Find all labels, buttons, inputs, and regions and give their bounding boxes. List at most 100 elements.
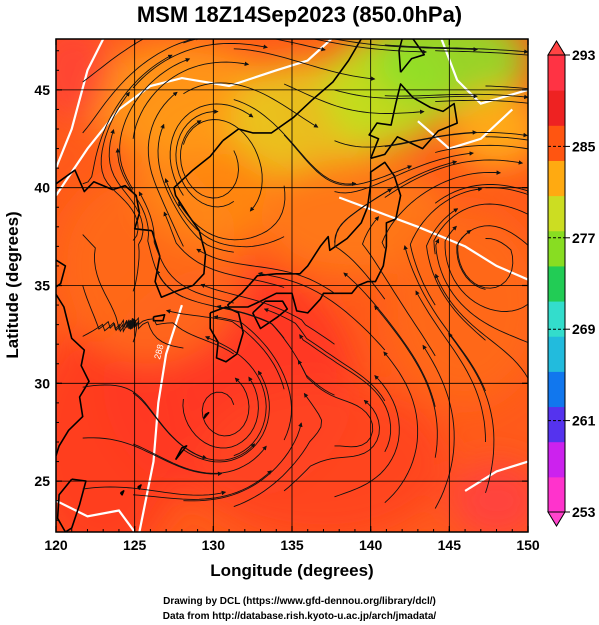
- chart-title: MSM 18Z14Sep2023 (850.0hPa): [136, 2, 463, 27]
- streamline: [180, 120, 239, 199]
- streamline: [485, 85, 528, 90]
- x-tick-label: 125: [123, 537, 147, 553]
- coastline: [137, 484, 142, 490]
- coastline: [203, 411, 210, 420]
- streamline: [283, 134, 413, 186]
- x-tick-label: 140: [359, 537, 383, 553]
- isotherm-label: 288: [152, 343, 166, 360]
- y-tick-label: 40: [34, 180, 50, 196]
- streamline: [132, 43, 268, 89]
- field-blob: [449, 89, 528, 169]
- x-tick-label: 150: [516, 537, 540, 553]
- streamline: [157, 123, 234, 253]
- y-tick-label: 30: [34, 375, 50, 391]
- streamline: [384, 93, 528, 100]
- colorbar-segment: [548, 230, 565, 267]
- streamline: [435, 99, 528, 104]
- streamline: [456, 225, 528, 290]
- streamline: [82, 437, 223, 477]
- streamline: [433, 203, 528, 255]
- streamline: [435, 50, 528, 56]
- colorbar-segment: [548, 55, 565, 91]
- streamline: [381, 170, 502, 249]
- y-tick-label: 35: [34, 278, 50, 294]
- colorbar-tick-label: 269: [572, 321, 596, 337]
- streamline: [169, 103, 254, 196]
- field-blob: [386, 207, 528, 404]
- streamline: [183, 39, 326, 52]
- streamline: [183, 422, 303, 502]
- streamline: [108, 128, 144, 292]
- streamline: [383, 351, 419, 504]
- field-blob: [449, 461, 528, 532]
- streamline: [233, 48, 376, 81]
- streamline: [435, 273, 528, 380]
- colorbar-under-triangle: [547, 511, 566, 527]
- colorbar-segment: [548, 265, 565, 302]
- streamline: [334, 39, 479, 52]
- colorbar-tick-label: 261: [572, 413, 596, 429]
- colorbar-tick-label: 277: [572, 230, 596, 246]
- y-axis-label: Latitude (degrees): [3, 211, 22, 358]
- coastline: [251, 300, 289, 330]
- colorbar-segment: [548, 301, 565, 337]
- isotherm-line: [56, 499, 136, 532]
- y-tick-label: 25: [34, 473, 50, 489]
- x-axis: 120 125 130 135 140 145 150: [44, 39, 540, 553]
- colorbar: 253 261 269 277 285 293: [547, 40, 596, 527]
- streamline: [163, 211, 285, 288]
- streamline: [183, 82, 319, 128]
- streamline: [374, 305, 438, 458]
- isotherm-line: [338, 196, 528, 281]
- coastline: [368, 83, 458, 160]
- coastline: [56, 259, 90, 456]
- coastline: [119, 490, 125, 496]
- y-tick-label: 45: [34, 82, 50, 98]
- streamline: [216, 304, 335, 396]
- colorbar-tick-label: 293: [572, 47, 596, 63]
- streamline: [311, 39, 428, 55]
- streamline: [415, 290, 486, 443]
- streamline: [233, 99, 357, 187]
- streamline: [196, 248, 335, 294]
- isotherm-line: [417, 108, 514, 150]
- streamline: [132, 443, 267, 474]
- colorbar-segment: [548, 90, 565, 126]
- streamline: [485, 136, 528, 141]
- isotherm-line: [56, 39, 333, 197]
- streamline: [200, 283, 335, 345]
- streamline: [133, 470, 272, 500]
- credits-line-1: Drawing by DCL (https://www.gfd-dennou.o…: [163, 596, 436, 607]
- x-tick-label: 145: [438, 537, 462, 553]
- streamline: [283, 399, 380, 492]
- streamline: [486, 35, 536, 38]
- plot-area: 288: [56, 35, 536, 532]
- streamline: [147, 91, 184, 247]
- streamline: [343, 272, 436, 407]
- streamline: [119, 58, 191, 190]
- streamline: [334, 89, 478, 99]
- coastline: [56, 478, 87, 532]
- streamline: [403, 245, 486, 392]
- streamline: [334, 130, 478, 148]
- field-blob: [56, 39, 111, 120]
- streamline: [384, 159, 524, 198]
- colorbar-tick-label: 253: [572, 504, 596, 520]
- streamline: [132, 392, 256, 461]
- streamline: [132, 61, 250, 139]
- streamline: [183, 370, 270, 463]
- colorbar-over-triangle: [547, 40, 566, 56]
- streamline: [130, 316, 235, 355]
- streamline: [257, 271, 386, 351]
- isotherm-line: [56, 39, 105, 169]
- streamline: [82, 39, 201, 134]
- x-axis-label: Longitude (degrees): [210, 561, 373, 580]
- colorbar-segment: [548, 160, 565, 197]
- streamline: [283, 83, 425, 115]
- streamline: [409, 187, 483, 306]
- x-tick-label: 120: [44, 537, 68, 553]
- streamline: [361, 216, 436, 357]
- streamline: [205, 336, 267, 457]
- streamline: [435, 144, 528, 153]
- streamline: [334, 375, 400, 498]
